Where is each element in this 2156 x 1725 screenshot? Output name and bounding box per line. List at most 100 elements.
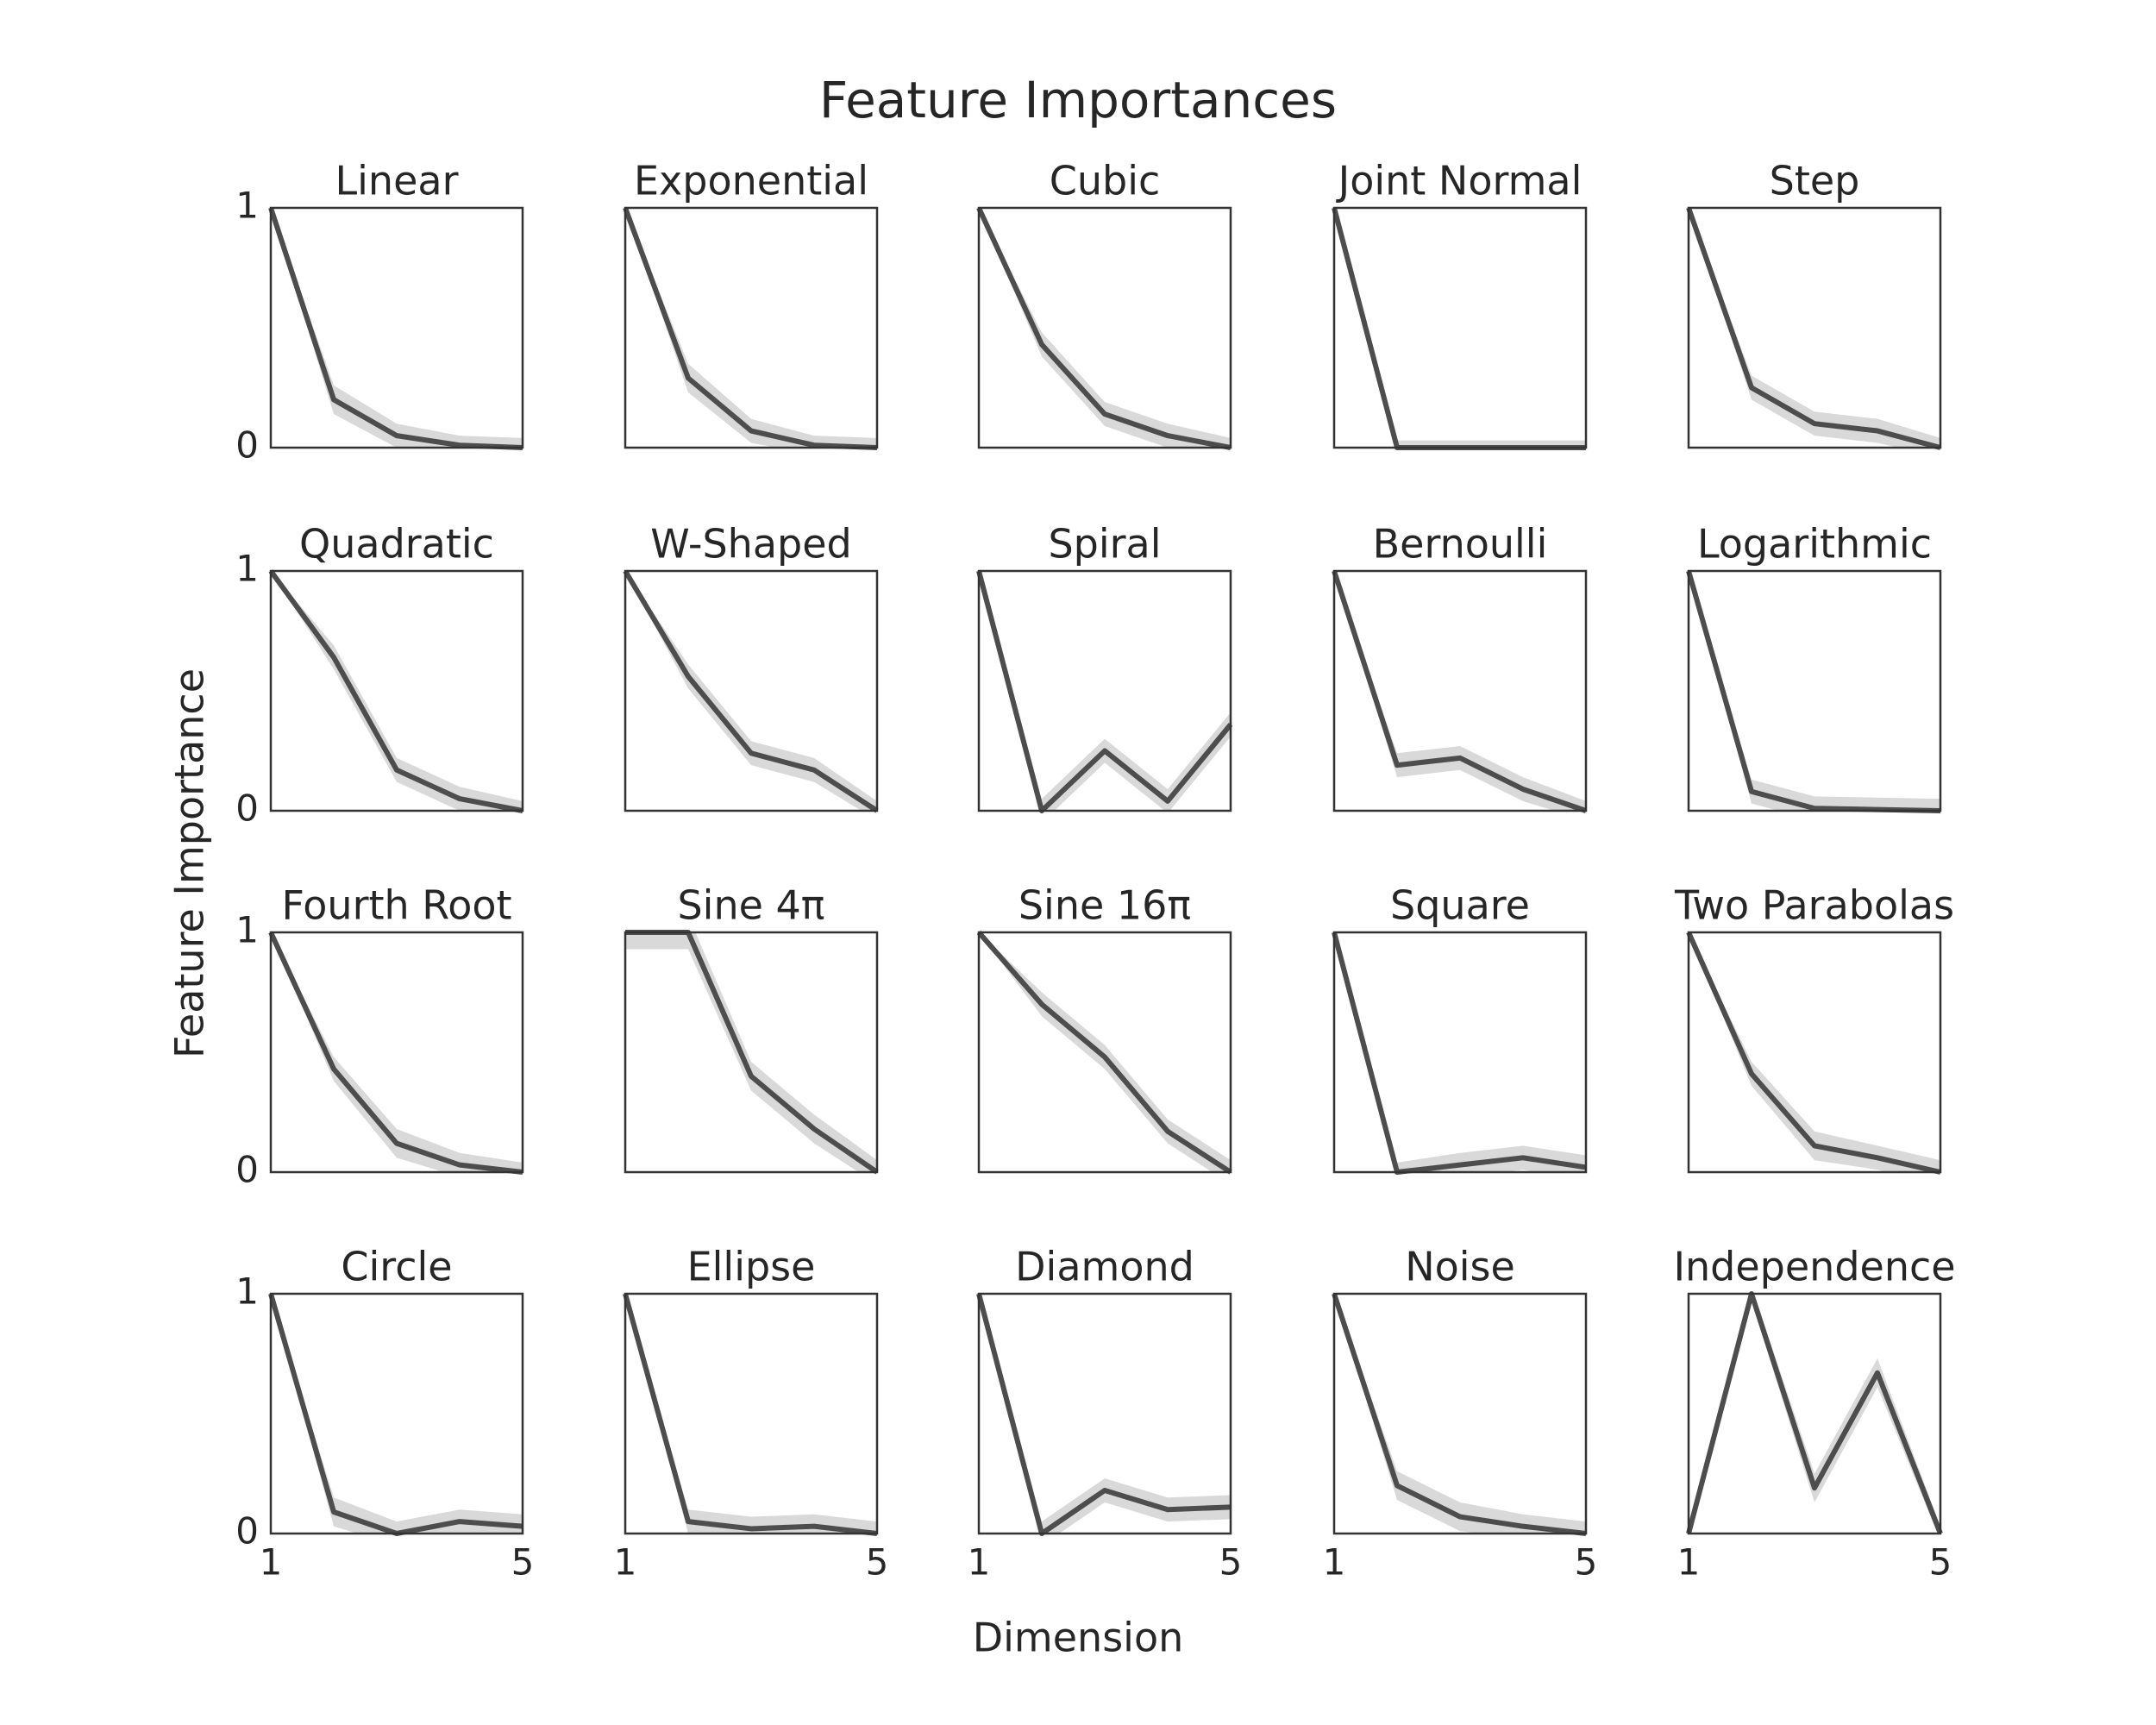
error-band <box>271 208 523 448</box>
error-band <box>1334 571 1586 811</box>
subplot: Two Parabolas <box>1674 882 1954 1175</box>
line <box>1332 932 1587 1175</box>
subplot-title: Circle <box>341 1244 452 1290</box>
axes-frame <box>624 1292 879 1535</box>
subplot-title: Ellipse <box>687 1244 816 1290</box>
y-axis-label: Feature Importance <box>166 668 213 1058</box>
subplot: Spiral <box>976 521 1233 813</box>
line <box>1686 207 1941 450</box>
axes-frame <box>977 931 1232 1174</box>
error-band <box>625 208 877 448</box>
subplot: Ellipse 1 5 <box>614 1244 889 1584</box>
line <box>976 931 1232 1175</box>
line <box>268 207 523 450</box>
axes-frame <box>1332 1292 1588 1535</box>
x-tick-label: 1 <box>968 1541 991 1584</box>
subplot: Cubic <box>976 158 1232 450</box>
subplot: Fourth Root 0 1 <box>235 882 524 1191</box>
axes-frame <box>977 569 1232 812</box>
subplot-title: Exponential <box>634 158 868 204</box>
axes-frame <box>624 931 879 1174</box>
x-tick-label: 1 <box>1323 1541 1346 1584</box>
figure-title: Feature Importances <box>819 71 1337 129</box>
subplot-title: Independence <box>1673 1244 1955 1290</box>
axes-frame <box>1687 569 1942 812</box>
axes-frame <box>1332 206 1588 449</box>
subplot-title: Noise <box>1405 1244 1515 1290</box>
y-tick-label: 1 <box>235 548 259 590</box>
line <box>976 206 1232 450</box>
error-band <box>1334 1294 1586 1534</box>
line <box>1332 1293 1587 1536</box>
line <box>1332 570 1587 813</box>
subplot: Step <box>1686 158 1942 450</box>
axes-frame <box>269 206 524 449</box>
subplot: Logarithmic <box>1686 521 1942 813</box>
subplot: Exponential <box>623 158 879 450</box>
line <box>623 1293 878 1536</box>
line <box>623 569 879 813</box>
error-band <box>1689 932 1940 1172</box>
line <box>268 931 523 1175</box>
subplot-title: Step <box>1770 158 1860 204</box>
subplot: Joint Normal <box>1332 158 1588 450</box>
line <box>1686 1291 1943 1535</box>
axes-frame <box>1687 1292 1942 1535</box>
axes-frame <box>1332 569 1588 812</box>
subplot: Diamond 1 5 <box>968 1244 1243 1584</box>
axes-frame <box>624 206 879 449</box>
subplot-title: Sine 16π <box>1018 882 1191 929</box>
subplot: Noise 1 5 <box>1323 1244 1598 1584</box>
subplot-title: Bernoulli <box>1373 521 1548 568</box>
error-band <box>625 571 877 811</box>
subplot: Quadratic 0 1 <box>235 521 524 830</box>
y-tick-label: 1 <box>235 1270 259 1313</box>
subplot-title: W-Shaped <box>650 521 851 568</box>
error-band <box>271 571 523 811</box>
subplot-title: Square <box>1390 882 1530 929</box>
axes-frame <box>624 569 879 812</box>
y-tick-label: 0 <box>235 787 259 830</box>
axes-frame <box>269 569 524 812</box>
x-tick-label: 5 <box>1219 1541 1243 1584</box>
error-band <box>979 571 1231 811</box>
line <box>1686 931 1941 1175</box>
line <box>976 570 1233 813</box>
y-tick-label: 1 <box>235 909 259 951</box>
axes-frame <box>977 1292 1232 1535</box>
x-tick-label: 1 <box>614 1541 637 1584</box>
subplot-title: Linear <box>335 158 459 204</box>
subplot-title: Sine 4π <box>677 882 824 929</box>
subplot-title: Fourth Root <box>281 882 511 929</box>
line <box>976 1293 1232 1536</box>
error-band <box>625 932 877 1172</box>
y-tick-label: 0 <box>235 1149 259 1191</box>
subplot-title: Spiral <box>1048 521 1161 568</box>
axes-frame <box>1687 931 1942 1174</box>
x-tick-label: 1 <box>1677 1541 1701 1584</box>
axes-frame <box>1332 931 1588 1174</box>
subplot-title: Quadratic <box>299 521 494 568</box>
subplot: Bernoulli <box>1332 521 1588 813</box>
x-tick-label: 5 <box>511 1541 535 1584</box>
subplot-title: Logarithmic <box>1697 521 1932 568</box>
subplot: Sine 4π <box>624 882 879 1175</box>
error-band <box>979 932 1231 1172</box>
subplot-title: Diamond <box>1015 1244 1194 1290</box>
line <box>623 206 878 450</box>
subplot-title: Two Parabolas <box>1674 882 1954 929</box>
x-tick-label: 5 <box>1575 1541 1598 1584</box>
subplot: Square <box>1332 882 1588 1175</box>
subplot: W-Shaped <box>623 521 879 813</box>
subplot: Sine 16π <box>976 882 1232 1175</box>
x-tick-label: 5 <box>866 1541 889 1584</box>
axes-frame <box>1687 206 1942 449</box>
y-tick-label: 1 <box>235 185 259 227</box>
axes-frame <box>977 206 1232 449</box>
subplot-title: Joint Normal <box>1336 158 1583 204</box>
axes-frame <box>269 931 524 1174</box>
axes-frame <box>269 1292 524 1535</box>
